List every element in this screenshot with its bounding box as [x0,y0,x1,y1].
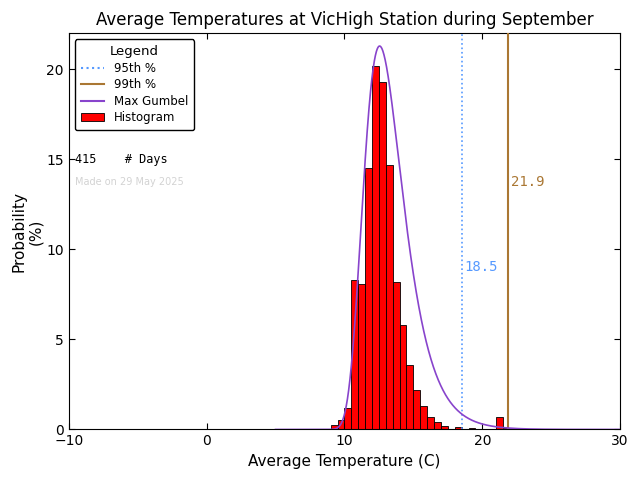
Bar [441,426,448,430]
Bar [503,428,510,430]
Bar [337,420,344,430]
Bar [358,284,365,430]
Bar [420,406,427,430]
Title: Average Temperatures at VicHigh Station during September: Average Temperatures at VicHigh Station … [95,11,593,29]
Text: 21.9: 21.9 [511,176,545,190]
Bar [372,66,379,430]
Text: 18.5: 18.5 [465,260,498,274]
Bar [468,428,476,430]
Bar [344,408,351,430]
Bar [351,280,358,430]
Bar [331,425,337,430]
Bar [496,417,503,430]
Bar [406,365,413,430]
Bar [434,422,441,430]
X-axis label: Average Temperature (C): Average Temperature (C) [248,454,441,469]
Bar [379,82,386,430]
Bar [427,417,434,430]
Bar [365,168,372,430]
Text: Made on 29 May 2025: Made on 29 May 2025 [76,177,184,187]
Bar [386,165,393,430]
Text: 415    # Days: 415 # Days [76,153,168,166]
Bar [413,390,420,430]
Bar [455,427,461,430]
Y-axis label: Probability
(%): Probability (%) [11,191,44,272]
Legend: 95th %, 99th %, Max Gumbel, Histogram: 95th %, 99th %, Max Gumbel, Histogram [75,39,194,130]
Bar [393,282,399,430]
Bar [399,325,406,430]
